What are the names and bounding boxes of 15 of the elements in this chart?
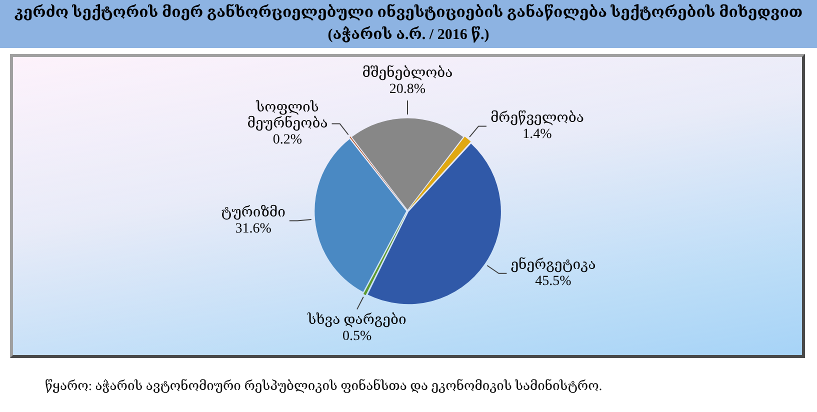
data-label: 31.6%	[235, 221, 272, 236]
data-label: 45.5%	[535, 274, 572, 290]
chart-title: კერძო სექტორის მიერ განხორციელებული ინვესტიციების განაწილება სექტორების მიხედვით	[13, 3, 804, 23]
chart-subtitle: (აჭარის ა.რ. / 2016 წ.)	[326, 25, 490, 45]
data-label: 0.2%	[272, 132, 302, 148]
slice-label: ენერგეტიკა	[510, 257, 596, 274]
text: წყარო: აჭარის ავტონომიური რესპუბლიკის ფინანსთა და ეკონომიკის სამინისტრო.	[45, 378, 602, 394]
data-label: 20.8%	[389, 82, 426, 98]
data-label: 1.4%	[522, 126, 552, 142]
slice-label: მრეწველობა	[490, 110, 584, 126]
data-label: 0.5%	[342, 328, 372, 344]
slice-label: სხვა დარგები	[306, 312, 407, 328]
slice-label: ტურიზმი	[221, 204, 286, 220]
slice-label: სოფლის მეურნეობა	[247, 99, 328, 132]
slice-label: მშენებლობა	[362, 65, 453, 82]
